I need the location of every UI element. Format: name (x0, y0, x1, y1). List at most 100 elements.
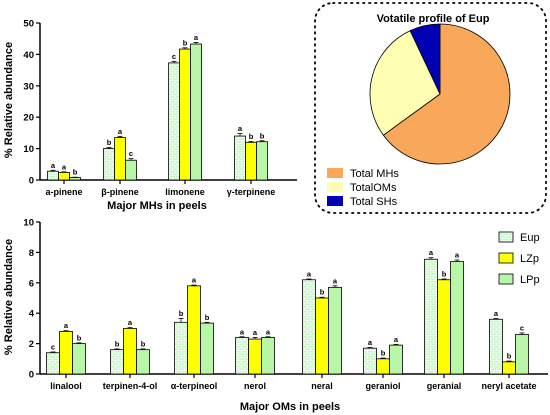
y-tick-label: 0 (29, 370, 34, 381)
significance-label: b (381, 349, 386, 358)
bar-lzp (376, 358, 390, 375)
pie-legend-swatch (327, 196, 343, 206)
bar-lpp (328, 286, 342, 375)
legend-label-eup: Eup (520, 232, 540, 244)
bar-lzp (315, 297, 329, 375)
bar-eup (234, 135, 246, 181)
bar-lpp (256, 141, 268, 181)
bar-lzp (245, 141, 257, 181)
bar-lzp (123, 327, 137, 375)
significance-label: a (333, 276, 338, 285)
significance-label: b (115, 339, 120, 348)
significance-label: a (62, 162, 67, 171)
mhs-bar-chart: % Relative abundance Major MHs in peels … (3, 19, 297, 212)
significance-label: c (172, 52, 176, 61)
significance-label: c (51, 342, 55, 351)
bar-lzp (437, 279, 451, 375)
bar-eup (235, 337, 249, 375)
significance-label: a (455, 251, 460, 260)
significance-label: a (128, 318, 133, 327)
x-tick-label: neryl acetate (481, 381, 536, 391)
y-tick-label: 6 (29, 278, 34, 289)
bar-eup (46, 352, 60, 375)
significance-label: b (205, 313, 210, 322)
top-xlabel: Major MHs in peels (107, 200, 207, 212)
x-tick-label: nerol (244, 381, 266, 391)
significance-label: a (192, 276, 197, 285)
x-tick-label: limonene (165, 187, 205, 197)
bar-legend: Eup LZp LPp (498, 231, 540, 286)
x-tick-label: geraniol (365, 381, 400, 391)
significance-label: b (249, 132, 254, 141)
significance-label: a (118, 127, 123, 136)
x-tick-label: a-pinene (45, 187, 82, 197)
significance-label: b (141, 339, 146, 348)
significance-label: a (429, 248, 434, 257)
legend-swatch-lzp (498, 252, 514, 264)
y-tick-label: 0 (29, 176, 34, 187)
pie-legend-swatch (327, 182, 343, 192)
bar-lpp (72, 343, 86, 375)
pie-legend-label: Total SHs (350, 196, 398, 208)
bar-eup (302, 279, 316, 375)
pie-legend-label: TotalOMs (350, 182, 397, 194)
pie-panel: Votatile profile of Eup Total MHs TotalOM… (314, 2, 547, 214)
bottom-xlabel: Major OMs in peels (240, 401, 340, 413)
significance-label: a (394, 335, 399, 344)
bar-lpp (125, 159, 137, 181)
bar-lzp (58, 172, 70, 181)
pie-legend-swatch (327, 168, 343, 178)
significance-label: b (260, 131, 265, 140)
bottom-ylabel: % Relative abundance (3, 239, 15, 355)
significance-label: b (442, 270, 447, 279)
bar-lpp (136, 349, 150, 375)
pie-title: Votatile profile of Eup (377, 13, 490, 25)
significance-label: a (64, 321, 69, 330)
bar-lzp (179, 48, 191, 181)
pie-panel-border (314, 2, 547, 214)
significance-label: a (51, 161, 56, 170)
bar-eup (47, 170, 59, 181)
significance-label: c (520, 323, 524, 332)
significance-label: a (194, 33, 199, 42)
y-tick-label: 10 (23, 218, 34, 229)
bar-lzp (502, 361, 516, 375)
bar-eup (174, 321, 188, 375)
y-tick-label: 2 (29, 339, 34, 350)
legend-label-lzp: LZp (520, 253, 539, 265)
significance-label: b (320, 288, 325, 297)
x-tick-label: neral (311, 381, 333, 391)
pie-slice-1 (382, 23, 511, 165)
y-tick-label: 30 (23, 81, 34, 92)
y-tick-label: 4 (29, 309, 35, 320)
significance-label: a (266, 327, 271, 336)
bar-lzp (187, 285, 201, 375)
bar-eup (168, 62, 180, 181)
legend-label-lpp: LPp (520, 274, 540, 286)
oms-bar-chart: % Relative abundance Major OMs in peels … (3, 218, 548, 413)
bar-eup (110, 349, 124, 375)
legend-swatch-lpp (498, 273, 514, 285)
significance-label: b (73, 168, 78, 177)
bar-lpp (69, 177, 81, 181)
x-tick-label: terpinen-4-ol (103, 381, 158, 391)
bar-lzp (248, 338, 262, 375)
bar-eup (424, 258, 438, 375)
significance-label: b (507, 352, 512, 361)
x-tick-label: geranial (427, 381, 462, 391)
significance-label: a (307, 270, 312, 279)
bar-lzp (59, 331, 73, 375)
bar-lzp (114, 137, 126, 181)
bar-eup (489, 318, 503, 375)
significance-label: a (238, 124, 243, 133)
significance-label: a (240, 327, 245, 336)
significance-label: a (494, 309, 499, 318)
bar-lpp (190, 43, 202, 181)
bar-lpp (200, 322, 214, 375)
x-tick-label: linalool (50, 381, 82, 391)
legend-swatch-eup (498, 231, 514, 243)
y-tick-label: 10 (23, 144, 34, 155)
significance-label: b (183, 38, 188, 47)
y-tick-label: 50 (23, 19, 34, 30)
